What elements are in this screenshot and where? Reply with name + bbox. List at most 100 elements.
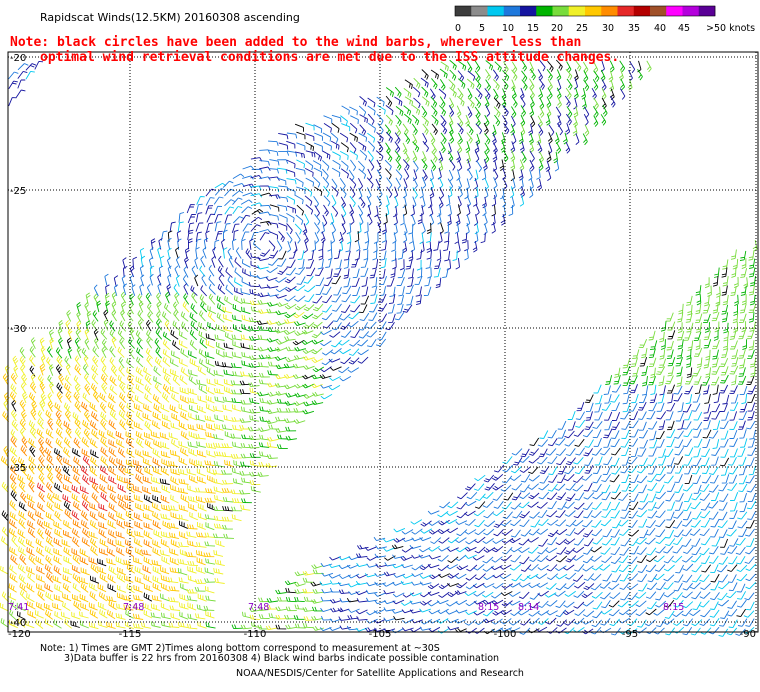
wind-barb [284,418,296,423]
wind-barb [539,430,549,439]
wind-barb [619,582,630,590]
wind-barb [686,322,694,333]
wind-barb [672,610,684,617]
longitude-labels: -120 -115 -110 -105 -100 -95 -90 [8,629,756,640]
wind-barb [712,439,720,449]
wind-barb [17,536,26,548]
wind-barb [474,96,482,109]
wind-barb [557,474,566,484]
wind-barb [72,466,81,476]
wind-barb [727,608,738,617]
wind-barb [374,553,387,558]
wind-barb [320,329,332,335]
wind-barb [349,204,355,216]
wind-barb [738,528,748,537]
wind-barb [581,87,587,100]
wind-barb [61,539,71,548]
wind-barb [718,482,728,492]
wind-barb [9,573,18,583]
wind-barb [739,385,748,396]
wind-barb [143,504,153,513]
wind-barb [306,267,316,277]
wind-barb [719,403,728,413]
wind-barb [312,366,325,373]
wind-barb [485,105,491,117]
wind-barb [277,267,288,275]
wind-barb [512,510,523,519]
wind-barb [736,608,746,618]
wind-barb [313,142,323,151]
wind-barb [501,475,513,484]
wind-barb [508,627,521,632]
wind-barb [461,232,468,244]
wind-barb [610,430,620,439]
wind-barb [9,391,17,403]
wind-barb [672,545,683,554]
wind-barb [472,555,485,561]
wind-barb [446,564,458,570]
wind-barb [170,494,179,504]
wind-barb [63,437,71,449]
wind-barb [439,96,446,108]
wind-barb [205,386,215,395]
wind-barb [627,456,638,465]
wind-barb [314,151,323,162]
wind-barb [692,393,701,403]
wind-barb [394,132,401,144]
wind-barb [574,466,585,475]
wind-barb [383,590,395,595]
map-title: Rapidscat Winds(12.5KM) 20160308 ascendi… [40,11,300,24]
wind-barb [545,555,558,562]
wind-barb [355,609,368,615]
wind-barb [403,88,412,98]
wind-barb [736,564,748,573]
wind-barb [37,418,45,430]
wind-barb [458,60,467,71]
wind-barb [294,623,306,629]
wind-barb [213,506,225,511]
wind-barb [564,510,576,517]
wind-barb [546,96,552,109]
wind-barb [38,473,45,485]
colorbar-swatch [585,6,602,16]
colorbar-swatch [487,6,505,16]
wind-barb [611,457,620,467]
wind-barb [207,321,216,331]
wind-barb [39,381,46,394]
wind-barb [546,150,552,163]
wind-barb [592,474,602,484]
wind-barb [160,539,170,548]
wind-barb [377,123,384,135]
wind-barb [493,528,504,537]
wind-barb [492,79,500,91]
wind-barb [338,616,350,621]
wind-barb [233,229,239,241]
wind-barb [29,355,36,367]
wind-barb [105,284,110,296]
footer-line-1: Note: 1) Times are GMT 2)Times along bot… [40,643,440,654]
wind-barb [99,609,108,619]
wind-barb [36,574,46,583]
wind-barb [248,317,260,323]
wind-barb [180,447,189,457]
wind-barb [302,409,315,415]
wind-barb [491,124,497,137]
wind-barb [748,312,755,323]
wind-barb [691,546,702,556]
wind-barb [178,403,188,413]
wind-barb [66,309,72,322]
wind-barb [18,518,26,530]
wind-barb [100,356,107,368]
wind-barb [711,410,721,420]
wind-barb [124,502,134,512]
wind-barb [420,77,429,88]
colorbar-border [454,5,716,17]
wind-barb [491,214,496,226]
wind-barb [591,510,602,519]
wind-barb [529,554,541,563]
wind-barb [622,402,631,413]
wind-barb [448,169,454,182]
time-label: 8:15 [478,602,499,613]
wind-barb [340,115,348,126]
wind-barb [232,190,244,197]
